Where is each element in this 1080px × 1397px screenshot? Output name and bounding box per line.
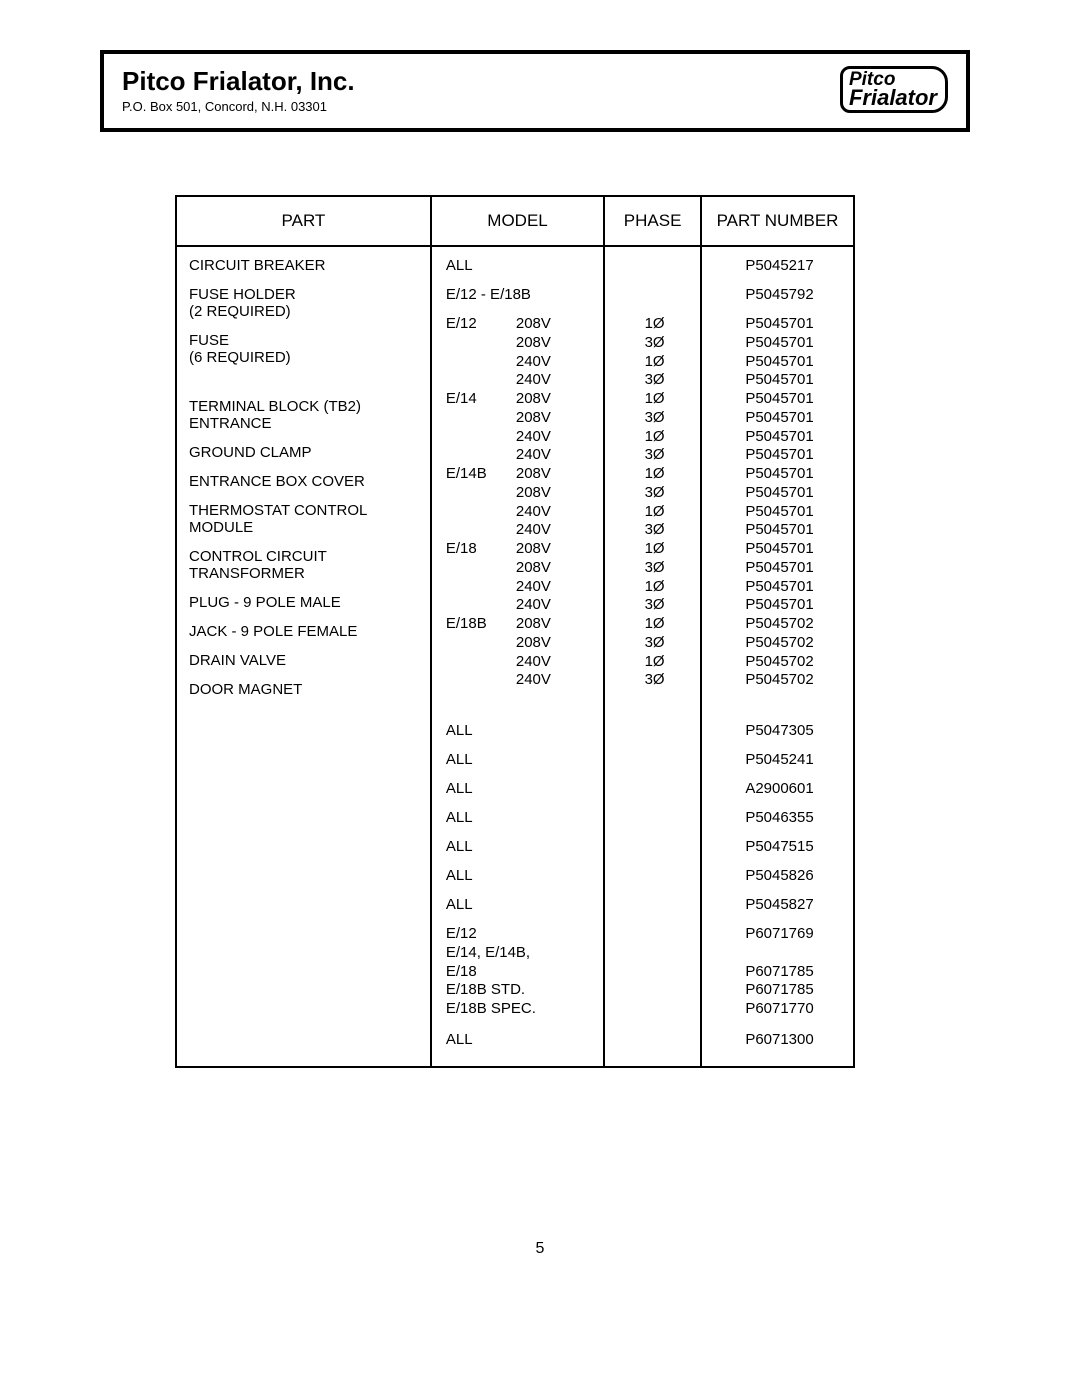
col-pn-body: P5045217P5045792P5045701P5045701P5045701…	[701, 246, 854, 1067]
company-name: Pitco Frialator, Inc.	[122, 66, 355, 97]
company-block: Pitco Frialator, Inc. P.O. Box 501, Conc…	[122, 66, 355, 114]
company-address: P.O. Box 501, Concord, N.H. 03301	[122, 99, 355, 114]
col-phase-body: 1Ø3Ø1Ø3Ø1Ø3Ø1Ø3Ø1Ø3Ø1Ø3Ø1Ø3Ø1Ø3Ø1Ø3Ø1Ø3Ø	[604, 246, 701, 1067]
col-part-body: CIRCUIT BREAKERFUSE HOLDER (2 REQUIRED)F…	[176, 246, 431, 1067]
col-header-pn: PART NUMBER	[701, 196, 854, 246]
col-model-body: ALLE/12 - E/18BE/12208V208V240V240VE/142…	[431, 246, 604, 1067]
table-body-row: CIRCUIT BREAKERFUSE HOLDER (2 REQUIRED)F…	[176, 246, 854, 1067]
logo-line2: Frialator	[849, 88, 937, 108]
logo-box: Pitco Frialator	[840, 66, 948, 113]
page-number: 5	[0, 1240, 1080, 1258]
col-header-model: MODEL	[431, 196, 604, 246]
col-header-part: PART	[176, 196, 431, 246]
letterhead-row: Pitco Frialator, Inc. P.O. Box 501, Conc…	[122, 66, 948, 114]
parts-table: PART MODEL PHASE PART NUMBER CIRCUIT BRE…	[175, 195, 855, 1068]
letterhead-frame: Pitco Frialator, Inc. P.O. Box 501, Conc…	[100, 50, 970, 132]
table-header-row: PART MODEL PHASE PART NUMBER	[176, 196, 854, 246]
col-header-phase: PHASE	[604, 196, 701, 246]
